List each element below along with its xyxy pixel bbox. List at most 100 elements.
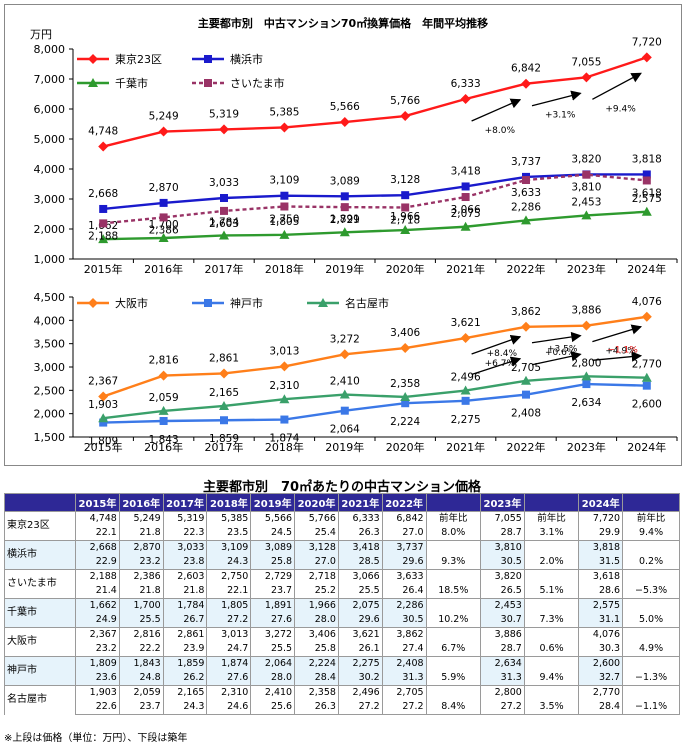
data-label: 2,870 — [149, 182, 179, 194]
price-cell: 2,286 — [381, 598, 427, 613]
x-tick-label: 2017年 — [205, 440, 244, 454]
x-tick-label: 2019年 — [325, 440, 364, 454]
city-name: さいたま市 — [3, 569, 77, 599]
data-point — [219, 230, 229, 240]
yoy-label — [425, 569, 482, 584]
growth-annotation: +3.1% — [545, 111, 576, 121]
yoy-cell: −1.3% — [622, 671, 680, 686]
age-cell: 28.0 — [250, 671, 296, 686]
data-label: 2,064 — [330, 424, 360, 436]
age-cell: 24.6 — [206, 700, 252, 715]
x-tick-label: 2015年 — [84, 440, 123, 454]
yoy-label — [523, 627, 580, 642]
yoy-label — [425, 656, 482, 671]
column-header — [622, 493, 680, 512]
data-label: 2,224 — [390, 416, 420, 428]
yoy-label — [622, 540, 680, 555]
age-cell: 29.6 — [381, 555, 427, 570]
yoy-cell: 18.5% — [425, 584, 482, 599]
data-label: 2,188 — [88, 230, 118, 242]
data-label: 1,843 — [149, 434, 179, 446]
data-point — [280, 415, 289, 424]
age-cell: 26.3 — [294, 700, 339, 715]
column-header: 2023年 — [480, 493, 525, 512]
age-cell: 23.6 — [75, 671, 120, 686]
data-point — [521, 215, 531, 225]
price-cell: 2,600 — [578, 656, 624, 671]
yoy-cell: 5.9% — [425, 671, 482, 686]
price-cell: 3,818 — [578, 540, 624, 555]
y-tick-label: 4,000 — [34, 163, 66, 176]
data-point — [219, 368, 229, 379]
x-tick-label: 2023年 — [567, 262, 606, 276]
price-cell: 4,748 — [75, 511, 120, 526]
data-point — [158, 126, 169, 137]
price-cell: 2,816 — [118, 627, 164, 642]
data-point — [340, 406, 349, 415]
age-cell: 23.2 — [75, 642, 120, 657]
column-header — [425, 493, 482, 512]
age-cell: 28.7 — [480, 526, 525, 541]
yoy-cell: 6.7% — [425, 642, 482, 657]
data-point — [99, 204, 108, 213]
table-row-age: 24.9 25.5 26.7 27.2 27.6 28.0 29.6 30.5 10.2% 30.… — [5, 613, 680, 628]
table-row-price: 大阪市 2,367 2,816 2,861 3,013 3,272 3,406 3,621 3,… — [3, 627, 680, 657]
data-label: 1,700 — [149, 219, 179, 231]
x-tick-label: 2022年 — [507, 262, 546, 276]
price-cell: 2,800 — [480, 685, 525, 700]
data-label: 3,818 — [632, 153, 662, 165]
data-point — [339, 349, 350, 360]
age-cell: 22.1 — [206, 584, 252, 599]
yoy-label: 前年比 — [425, 511, 482, 526]
growth-arrow — [592, 351, 643, 362]
yoy-cell: 0.6% — [523, 642, 580, 657]
table-row-price: 東京23区 4,748 5,249 5,319 5,385 5,566 5,766 6,333… — [3, 511, 680, 541]
data-point — [339, 117, 350, 128]
price-cell: 5,249 — [118, 511, 164, 526]
y-tick-label: 4,500 — [34, 291, 66, 304]
yoy-cell: 10.2% — [425, 613, 482, 628]
age-cell: 27.6 — [206, 671, 252, 686]
growth-annotation: +3.5% — [547, 344, 578, 354]
data-point — [340, 203, 349, 212]
age-cell: 30.7 — [480, 613, 525, 628]
data-label: 2,165 — [209, 387, 239, 399]
price-cell: 3,089 — [250, 540, 296, 555]
yoy-label: 前年比 — [622, 511, 680, 526]
age-cell: 26.1 — [337, 642, 383, 657]
growth-arrow — [471, 334, 522, 355]
age-cell: 26.3 — [337, 526, 383, 541]
y-tick-label: 3,500 — [34, 338, 66, 351]
data-label: 3,128 — [390, 174, 420, 186]
price-cell: 2,064 — [250, 656, 296, 671]
x-tick-label: 2023年 — [567, 440, 606, 454]
age-cell: 24.7 — [206, 642, 252, 657]
x-tick-label: 2016年 — [144, 262, 183, 276]
data-point — [159, 213, 168, 222]
price-cell: 3,737 — [381, 540, 427, 555]
yoy-cell: 0.2% — [622, 555, 680, 570]
age-cell: 21.8 — [118, 526, 164, 541]
age-cell: 27.2 — [381, 700, 427, 715]
data-label: 2,408 — [511, 408, 541, 420]
table-row-price: 名古屋市 1,903 2,059 2,165 2,310 2,410 2,358 2,496 2… — [3, 685, 680, 715]
data-label: 3,621 — [451, 317, 481, 329]
price-cell: 3,618 — [578, 569, 624, 584]
data-label: 7,720 — [632, 36, 662, 48]
data-point — [220, 194, 228, 203]
price-cell: 1,859 — [162, 656, 208, 671]
data-label: 2,861 — [209, 352, 239, 364]
age-cell: 22.3 — [162, 526, 208, 541]
data-point — [279, 229, 290, 239]
table-row-price: 横浜市 2,668 2,870 3,033 3,109 3,089 3,128 3,418 3,… — [3, 540, 680, 570]
data-point — [641, 206, 652, 216]
price-cell: 2,603 — [162, 569, 208, 584]
price-cell: 2,668 — [75, 540, 120, 555]
data-point — [99, 219, 108, 228]
yoy-cell: 9.4% — [622, 526, 680, 541]
data-label: 2,075 — [451, 208, 481, 220]
price-cell: 1,700 — [118, 598, 164, 613]
data-point — [581, 72, 592, 83]
table-footnote: ※上段は価格（単位：万円）、下段は築年 — [4, 733, 188, 744]
x-tick-label: 2015年 — [84, 262, 123, 276]
